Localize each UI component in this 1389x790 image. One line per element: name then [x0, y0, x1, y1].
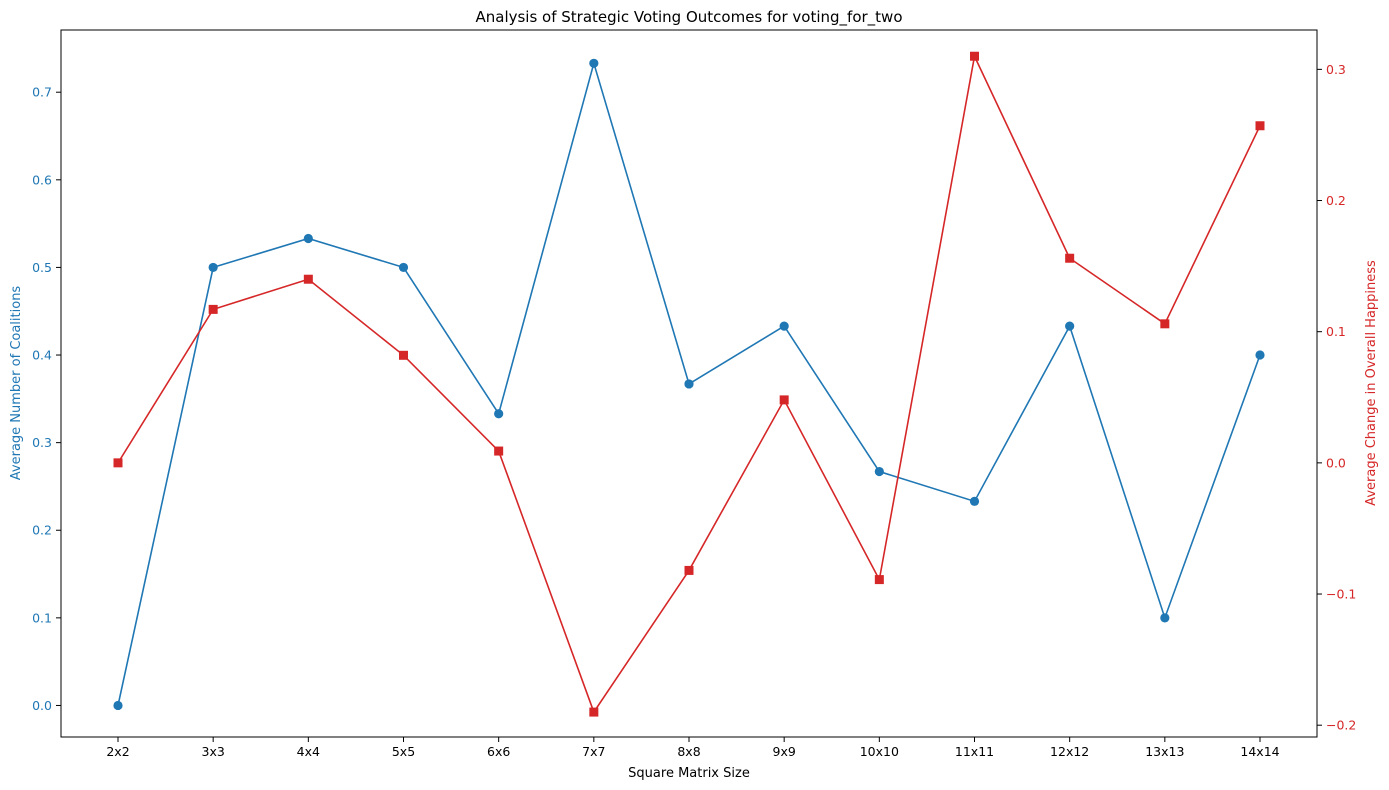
- left-y-tick-label: 0.3: [32, 435, 52, 450]
- right-y-tick-label: −0.2: [1326, 718, 1356, 733]
- data-point-square: [684, 565, 694, 575]
- data-point-circle: [113, 700, 123, 711]
- x-tick-label: 11x11: [955, 744, 994, 759]
- right-y-tick-label: −0.1: [1326, 587, 1356, 602]
- x-tick-label: 8x8: [677, 744, 700, 759]
- data-point-square: [303, 274, 313, 284]
- axes-layer: 2x2 3x3 4x4 5x5 6x6 7x7 8x8 9x9 10x10 11x11 12x12 1…: [32, 29, 1356, 759]
- data-point-square: [399, 350, 408, 360]
- left-y-tick-label: 0.4: [32, 348, 52, 363]
- left-y-tick-label: 0.6: [32, 172, 52, 187]
- data-point-circle: [303, 233, 313, 244]
- x-tick-label: 10x10: [860, 744, 899, 759]
- right-y-tick-label: 0.0: [1326, 455, 1346, 470]
- x-tick-label: 2x2: [106, 744, 129, 759]
- data-point-circle: [874, 466, 884, 477]
- left-y-tick-label: 0.0: [32, 698, 52, 713]
- data-point-square: [970, 51, 979, 61]
- right-axis-title: Average Change in Overall Happiness: [1364, 260, 1379, 506]
- data-point-square: [113, 458, 123, 468]
- right-y-tick-label: 0.2: [1326, 193, 1346, 208]
- x-tick-label: 7x7: [582, 744, 605, 759]
- x-axis-title: Square Matrix Size: [628, 766, 750, 781]
- data-point-circle: [589, 58, 599, 68]
- data-point-square: [1255, 121, 1265, 131]
- series-layer: [113, 51, 1265, 717]
- right-y-tick-label: 0.1: [1326, 324, 1346, 339]
- data-point-square: [208, 304, 218, 314]
- x-tick-label: 9x9: [773, 744, 796, 759]
- x-tick-label: 14x14: [1240, 744, 1279, 759]
- data-point-circle: [494, 409, 504, 419]
- data-point-circle: [969, 496, 980, 506]
- chart-title: Analysis of Strategic Voting Outcomes fo…: [475, 8, 902, 27]
- data-point-square: [874, 575, 884, 585]
- x-tick-label: 12x12: [1050, 744, 1089, 759]
- left-y-tick-label: 0.2: [32, 523, 52, 538]
- data-point-circle: [1065, 321, 1075, 331]
- x-tick-label: 6x6: [487, 744, 510, 759]
- data-point-square: [779, 395, 789, 405]
- data-point-circle: [779, 321, 789, 331]
- x-tick-label: 13x13: [1145, 744, 1184, 759]
- x-tick-label: 4x4: [297, 744, 320, 759]
- data-point-circle: [1255, 350, 1265, 360]
- x-tick-label: 3x3: [202, 744, 225, 759]
- right-y-tick-label: 0.3: [1326, 62, 1346, 77]
- data-point-square: [494, 446, 504, 456]
- series-right: [113, 51, 1265, 717]
- data-point-square: [589, 707, 599, 717]
- data-point-square: [1160, 319, 1170, 329]
- left-y-tick-label: 0.7: [32, 85, 52, 100]
- data-point-circle: [1160, 613, 1170, 623]
- left-axis-title: Average Number of Coalitions: [9, 286, 24, 481]
- data-point-circle: [684, 379, 694, 389]
- data-point-circle: [398, 262, 409, 273]
- data-point-square: [1065, 253, 1075, 263]
- x-tick-label: 5x5: [392, 744, 415, 759]
- series-left: [113, 58, 1265, 711]
- data-point-circle: [208, 262, 218, 273]
- left-y-tick-label: 0.1: [32, 610, 52, 625]
- left-y-tick-label: 0.5: [32, 260, 52, 275]
